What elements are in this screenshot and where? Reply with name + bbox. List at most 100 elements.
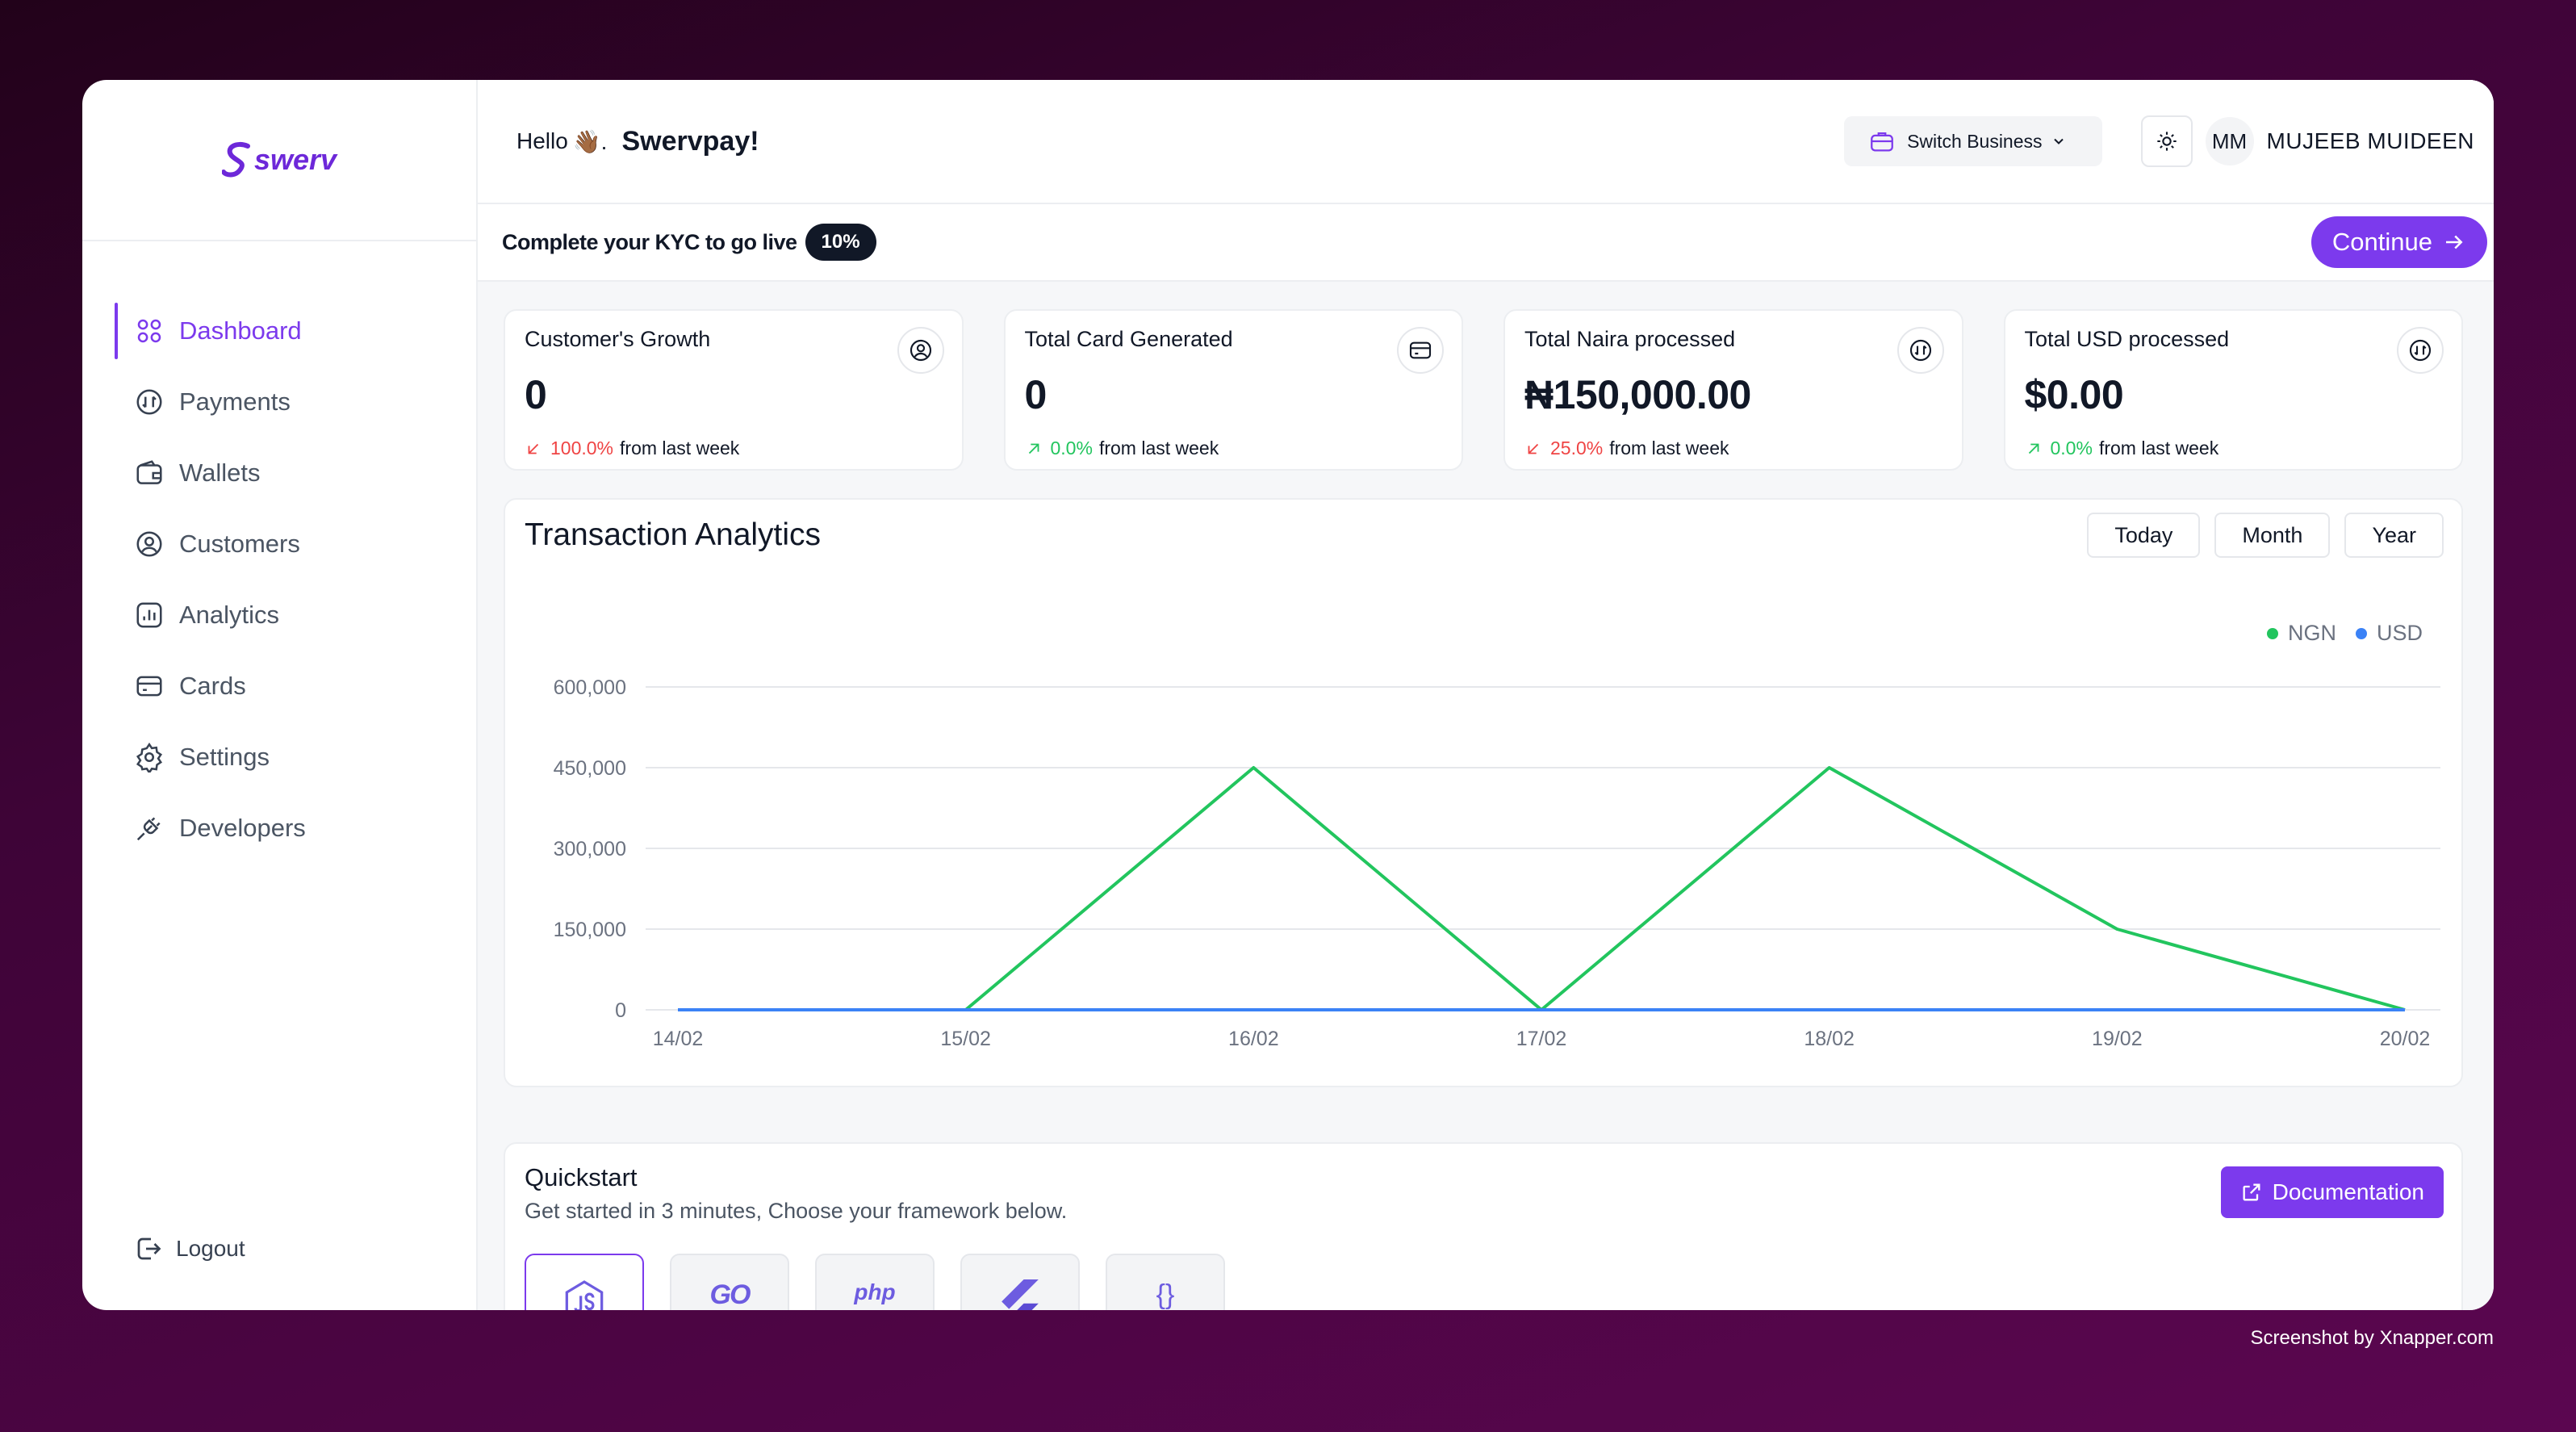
y-tick-label: 0 <box>615 999 626 1022</box>
y-tick-label: 450,000 <box>554 757 626 780</box>
flutter-icon <box>1002 1279 1039 1310</box>
x-tick-label: 19/02 <box>2092 1028 2143 1050</box>
documentation-button[interactable]: Documentation <box>2220 1166 2444 1218</box>
arrow-right-icon <box>2446 235 2463 249</box>
range-today-button[interactable]: Today <box>2087 513 2201 558</box>
sidebar-item-settings[interactable]: Settings <box>115 729 476 785</box>
chart-title: Transaction Analytics <box>525 517 822 552</box>
x-tick-label: 15/02 <box>940 1028 991 1050</box>
sidebar-item-label: Analytics <box>179 601 280 629</box>
stat-label: Total Card Generated <box>1024 327 1233 351</box>
sidebar: swerv Dashboard Payments Wallets Custome… <box>82 80 478 1310</box>
kyc-banner: Complete your KYC to go live 10% Continu… <box>478 204 2494 282</box>
legend-label: NGN <box>2287 621 2336 645</box>
arrow-up-right-icon <box>1028 443 1039 454</box>
sidebar-item-customers[interactable]: Customers <box>115 516 476 572</box>
greeting: Hello 👋🏾. Swervpay! <box>516 126 759 157</box>
briefcase-icon <box>1871 132 1893 152</box>
sidebar-item-label: Settings <box>179 743 270 771</box>
nodejs-icon <box>565 1280 604 1310</box>
y-tick-label: 150,000 <box>554 919 626 941</box>
stat-change: 100.0% from last week <box>525 438 943 459</box>
watermark: Screenshot by Xnapper.com <box>2250 1327 2494 1349</box>
series-line-ngn <box>678 766 2406 1011</box>
framework-list: GO php {} <box>525 1254 1225 1310</box>
logo-area: swerv <box>82 80 476 241</box>
go-icon: GO <box>709 1279 751 1310</box>
sidebar-item-label: Wallets <box>179 458 261 487</box>
kyc-text: Complete your KYC to go live <box>502 229 797 254</box>
brand-logo[interactable]: swerv <box>221 141 337 178</box>
stat-value: 0 <box>525 372 547 417</box>
logout-button[interactable]: Logout <box>134 1234 245 1263</box>
quickstart-title: Quickstart <box>525 1163 638 1191</box>
wallet-icon <box>136 460 162 484</box>
range-year-button[interactable]: Year <box>2344 513 2444 558</box>
legend-label: USD <box>2376 621 2423 645</box>
external-link-icon <box>2243 1183 2260 1201</box>
quickstart-card: Quickstart Get started in 3 minutes, Cho… <box>504 1142 2463 1310</box>
stat-value: ₦150,000.00 <box>1524 372 1751 417</box>
transaction-analytics-card: 600,000 450,000 300,000 150,000 0 14/02 15/02 1… <box>504 498 2463 1087</box>
stat-change-suffix: from last week <box>1609 438 1729 458</box>
stat-change-percent: 0.0% <box>1050 438 1093 458</box>
logout-label: Logout <box>176 1236 245 1261</box>
switch-business-label: Switch Business <box>1907 130 2043 152</box>
x-tick-label: 17/02 <box>1516 1028 1567 1050</box>
swerv-s-icon <box>221 141 250 178</box>
theme-toggle-button[interactable] <box>2140 115 2193 167</box>
stat-label: Total USD processed <box>2024 327 2230 351</box>
stat-change: 0.0% from last week <box>1025 438 1443 459</box>
framework-flutter[interactable] <box>960 1254 1080 1310</box>
legend-dot <box>2266 627 2278 639</box>
stat-card-usd-processed: Total USD processed $0.00 0.0% from last… <box>2003 309 2463 471</box>
sidebar-item-cards[interactable]: Cards <box>115 658 476 714</box>
range-month-button[interactable]: Month <box>2214 513 2331 558</box>
transaction-chart: 600,000 450,000 300,000 150,000 0 14/02 15/02 1… <box>554 676 2440 1050</box>
sidebar-item-label: Developers <box>179 814 306 842</box>
y-tick-label: 300,000 <box>554 838 626 860</box>
legend-item-usd[interactable]: USD <box>2355 621 2423 646</box>
brand-name: swerv <box>253 143 337 176</box>
sidebar-item-dashboard[interactable]: Dashboard <box>115 303 476 359</box>
app-window: swerv Dashboard Payments Wallets Custome… <box>82 80 2494 1310</box>
sidebar-item-label: Dashboard <box>179 316 302 345</box>
stat-change-suffix: from last week <box>1098 438 1219 458</box>
sidebar-item-analytics[interactable]: Analytics <box>115 587 476 643</box>
stat-change-percent: 25.0% <box>1550 438 1604 458</box>
framework-go[interactable]: GO <box>670 1254 789 1310</box>
stat-card-customers-growth: Customer's Growth 0 100.0% from last wee… <box>504 309 964 471</box>
stat-label: Total Naira processed <box>1524 327 1736 351</box>
stat-change-percent: 100.0% <box>550 438 614 458</box>
sidebar-item-developers[interactable]: Developers <box>115 800 476 856</box>
avatar[interactable]: MM <box>2205 117 2254 165</box>
sidebar-item-wallets[interactable]: Wallets <box>115 445 476 501</box>
legend-item-ngn[interactable]: NGN <box>2266 621 2336 646</box>
quickstart-subtitle: Get started in 3 minutes, Choose your fr… <box>525 1199 1068 1223</box>
x-tick-label: 14/02 <box>653 1028 704 1050</box>
payment-icon <box>2397 327 2444 374</box>
continue-button[interactable]: Continue <box>2310 216 2487 268</box>
sidebar-item-payments[interactable]: Payments <box>115 374 476 430</box>
gear-icon <box>136 742 163 773</box>
json-api-icon: {} <box>1156 1279 1175 1310</box>
stat-label: Customer's Growth <box>525 327 711 351</box>
arrow-down-left-icon <box>1528 443 1539 454</box>
framework-php[interactable]: php <box>815 1254 935 1310</box>
framework-nodejs[interactable] <box>525 1254 644 1310</box>
framework-json-api[interactable]: {} <box>1106 1254 1225 1310</box>
user-name[interactable]: MUJEEB MUIDEEN <box>2266 128 2474 153</box>
stat-change-percent: 0.0% <box>2050 438 2093 458</box>
chart-legend: NGN USD <box>2266 621 2423 646</box>
documentation-label: Documentation <box>2272 1179 2424 1204</box>
stat-card-total-cards: Total Card Generated 0 0.0% from last we… <box>1003 309 1463 471</box>
greeting-text: Hello <box>516 128 568 153</box>
plug-icon <box>136 817 161 841</box>
main-content: Hello 👋🏾. Swervpay! Switch Business MM M… <box>478 80 2494 1310</box>
business-name: Swervpay! <box>621 125 759 157</box>
sun-icon <box>2156 132 2177 151</box>
switch-business-button[interactable]: Switch Business <box>1844 116 2102 166</box>
user-circle-icon <box>136 531 162 557</box>
chevron-down-icon <box>2053 138 2064 144</box>
range-selector: Today Month Year <box>2087 513 2444 558</box>
